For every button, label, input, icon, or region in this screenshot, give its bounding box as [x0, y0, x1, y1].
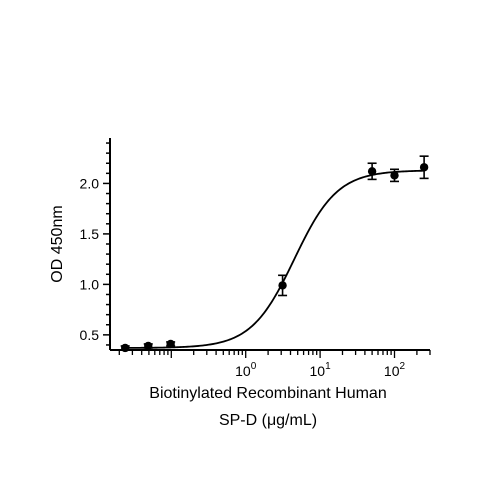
- y-tick-label: 1.5: [80, 226, 100, 242]
- x-axis-title-line-1: Biotinylated Recombinant Human: [149, 385, 386, 402]
- x-tick-label: 100: [235, 361, 257, 379]
- data-point: [419, 163, 429, 172]
- data-point: [367, 167, 377, 176]
- x-tick-label: 101: [310, 361, 332, 379]
- data-point: [278, 281, 287, 290]
- y-axis-title: OD 450nm: [49, 205, 66, 282]
- data-points-layer: [120, 155, 429, 353]
- data-point: [120, 343, 130, 353]
- axes: 0.5 1.0 1.5 2.0 100 101 102: [80, 138, 431, 379]
- fit-curve-layer: [125, 169, 425, 349]
- x-tick-label: 102: [384, 361, 406, 379]
- y-tick-label: 2.0: [80, 175, 100, 191]
- y-tick-label: 0.5: [80, 327, 100, 343]
- data-point: [144, 341, 153, 351]
- fit-curve: [125, 169, 425, 349]
- data-point: [390, 171, 399, 180]
- data-point: [166, 339, 175, 349]
- x-axis-title-line-2: SP-D (μg/mL): [219, 412, 317, 429]
- y-tick-label: 1.0: [80, 276, 100, 292]
